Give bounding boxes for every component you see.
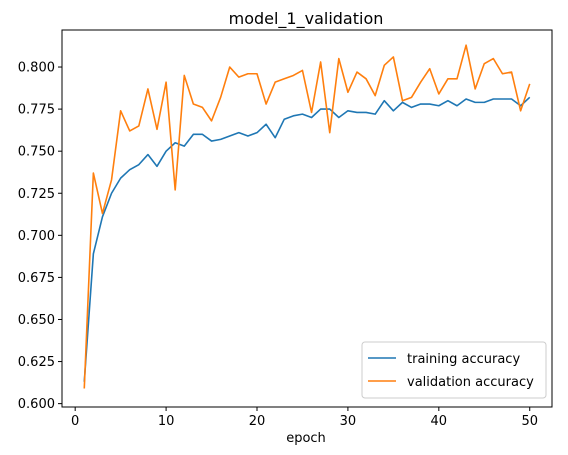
x-axis-ticks: 0 10 20 30 40 50 [71,407,538,429]
legend-label-validation: validation accuracy [407,375,534,390]
y-tick-label: 0.800 [18,61,55,76]
legend-label-training: training accuracy [407,352,520,367]
x-tick-label: 50 [521,414,538,429]
y-tick-label: 0.775 [18,103,55,118]
x-tick-label: 10 [158,414,175,429]
y-tick-label: 0.625 [18,355,55,370]
x-tick-label: 0 [71,414,79,429]
x-tick-label: 30 [340,414,357,429]
series-line-training [83,96,531,382]
legend: training accuracy validation accuracy [361,341,547,399]
plot-area-frame [61,29,553,408]
y-axis-ticks: 0.600 0.625 0.650 0.675 0.700 0.725 0.750 0.775… [18,61,62,412]
legend-box [361,341,547,399]
chart-title: model_1_validation [229,9,384,29]
x-tick-label: 40 [431,414,448,429]
series-line-validation [83,44,531,389]
y-tick-label: 0.750 [18,145,55,160]
y-tick-label: 0.675 [18,271,55,286]
y-tick-label: 0.700 [18,229,55,244]
x-tick-label: 20 [249,414,266,429]
y-tick-label: 0.600 [18,397,55,412]
x-axis-label: epoch [286,431,326,446]
y-tick-label: 0.725 [18,187,55,202]
series-lines [83,44,531,389]
y-tick-label: 0.650 [18,313,55,328]
